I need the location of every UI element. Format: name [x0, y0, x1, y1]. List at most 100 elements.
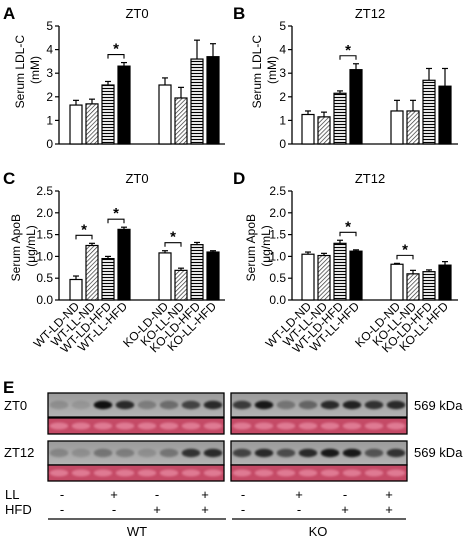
- blot-band: [181, 400, 201, 410]
- bar: [85, 244, 99, 301]
- ll-sign: -: [343, 487, 347, 502]
- blot-band: [137, 448, 157, 458]
- hfd-sign: -: [112, 502, 116, 517]
- blot-band: [342, 400, 362, 410]
- bar: [390, 263, 404, 301]
- hfd-row-label: HFD: [5, 502, 32, 517]
- y-tick-label: 4: [46, 43, 53, 57]
- ponceau-loading-strip: [47, 417, 225, 435]
- chart-title: ZT0: [125, 171, 148, 186]
- blot-row-label-zt0: ZT0: [4, 398, 27, 413]
- condition-signs: - + - + - + - +- - + + - - + +: [60, 487, 393, 517]
- y-axis-label: Serum ApoB (μg/mL): [9, 211, 38, 282]
- panel-letter: E: [3, 378, 14, 397]
- significance-star: *: [345, 42, 351, 59]
- significance-bracket: [75, 234, 93, 240]
- panel-letter: D: [233, 169, 245, 188]
- bar: [69, 104, 83, 145]
- ll-sign: +: [295, 487, 303, 502]
- ponceau-band: [364, 469, 384, 477]
- hfd-sign: -: [60, 502, 64, 517]
- plot-area: 0.00.51.01.52.02.5***WT-LD-NDWT-LL-NDWT-…: [31, 184, 225, 356]
- ponceau-band: [93, 422, 113, 430]
- y-tick-label: 1.0: [269, 249, 286, 263]
- ponceau-band: [137, 422, 157, 430]
- bar: [174, 97, 188, 145]
- y-tick-label: 0.5: [269, 271, 286, 285]
- blot-band: [159, 400, 179, 410]
- bar: [317, 116, 331, 145]
- bar: [349, 69, 363, 145]
- ponceau-band: [298, 422, 318, 430]
- bar: [101, 257, 115, 301]
- ponceau-band: [71, 469, 91, 477]
- blot-row-label-zt12: ZT12: [4, 445, 34, 460]
- bar: [349, 250, 363, 301]
- ll-sign: +: [201, 487, 209, 502]
- bar: [438, 85, 452, 145]
- blot-band: [203, 400, 223, 410]
- significance-bracket: [164, 242, 182, 247]
- ll-sign: +: [110, 487, 118, 502]
- y-tick-label: 2: [46, 90, 53, 104]
- blot-band: [320, 400, 340, 410]
- blot-band: [137, 400, 157, 410]
- band-size-label-zt0: 569 kDa: [414, 398, 463, 413]
- hfd-sign: +: [153, 502, 161, 517]
- ponceau-band: [320, 469, 340, 477]
- ponceau-band: [203, 422, 223, 430]
- blot-band: [49, 448, 69, 458]
- ponceau-band: [203, 469, 223, 477]
- ll-row-label: LL: [5, 487, 19, 502]
- ponceau-band: [232, 469, 252, 477]
- blot-band: [115, 400, 135, 410]
- panel-letter: C: [3, 169, 15, 188]
- y-tick-label: 5: [279, 19, 286, 33]
- blot-band: [115, 448, 135, 458]
- y-tick-label: 0.0: [36, 293, 53, 307]
- ponceau-band: [320, 422, 340, 430]
- chart-title: ZT12: [355, 171, 385, 186]
- panel-letter: A: [3, 4, 15, 23]
- panel-letter: B: [233, 4, 245, 23]
- ponceau-band: [386, 422, 406, 430]
- y-axis-label-line2: (μg/mL): [24, 225, 38, 267]
- significance-star: *: [345, 218, 351, 235]
- bar: [406, 110, 420, 145]
- y-tick-label: 0: [279, 137, 286, 151]
- blot-band: [342, 448, 362, 458]
- y-tick-label: 4: [279, 43, 286, 57]
- significance-bracket: [339, 231, 357, 237]
- significance-bracket: [396, 254, 414, 260]
- bar: [190, 58, 204, 145]
- y-tick-label: 5: [46, 19, 53, 33]
- blot-band: [320, 448, 340, 458]
- bar: [158, 84, 172, 145]
- chart-title: ZT0: [125, 6, 148, 21]
- bar: [301, 253, 315, 301]
- bar: [333, 92, 347, 145]
- y-tick-label: 2.5: [269, 184, 286, 198]
- bar: [206, 56, 220, 145]
- y-tick-label: 3: [279, 66, 286, 80]
- bar: [301, 113, 315, 145]
- ll-sign: +: [385, 487, 393, 502]
- y-tick-label: 0.5: [36, 271, 53, 285]
- ponceau-band: [298, 469, 318, 477]
- ponceau-band: [49, 469, 69, 477]
- bar: [390, 110, 404, 145]
- ponceau-band: [232, 422, 252, 430]
- bar: [206, 251, 220, 301]
- y-axis-label-line1: Serum ApoB: [9, 214, 23, 281]
- plot-area: 0 1 2 3 4 5 *: [279, 19, 458, 151]
- ponceau-band: [276, 469, 296, 477]
- ponceau-band: [386, 469, 406, 477]
- significance-star: *: [113, 41, 119, 58]
- significance-bracket: [107, 54, 125, 59]
- y-axis-label: Serum LDL-C (mM): [13, 32, 42, 109]
- chart-title: ZT12: [355, 6, 385, 21]
- panel-e-western-blot: E ZT0 ZT12 569 kDa 569 kDa LL HFD - + - + - +…: [3, 378, 463, 539]
- blot-band: [159, 448, 179, 458]
- bar: [85, 103, 99, 145]
- blot-band: [276, 400, 296, 410]
